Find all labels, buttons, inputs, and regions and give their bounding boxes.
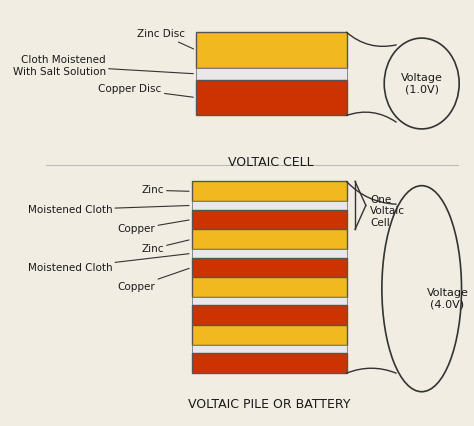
Text: Moistened Cloth: Moistened Cloth bbox=[27, 254, 189, 273]
Bar bbox=[196, 80, 346, 115]
Text: Voltage
(1.0V): Voltage (1.0V) bbox=[401, 73, 443, 94]
Bar bbox=[192, 345, 346, 354]
Text: Copper Disc: Copper Disc bbox=[99, 84, 193, 97]
Text: Moistened Cloth: Moistened Cloth bbox=[27, 204, 189, 215]
Text: Zinc Disc: Zinc Disc bbox=[137, 29, 193, 49]
Text: Cloth Moistened
With Salt Solution: Cloth Moistened With Salt Solution bbox=[13, 55, 193, 77]
Text: One
Voltaic
Cell: One Voltaic Cell bbox=[370, 195, 405, 228]
Bar bbox=[192, 181, 346, 201]
Bar bbox=[192, 201, 346, 210]
Text: Voltage
(4.0V): Voltage (4.0V) bbox=[427, 288, 468, 310]
Text: Copper: Copper bbox=[118, 220, 189, 234]
Bar bbox=[192, 210, 346, 229]
Bar bbox=[196, 32, 346, 68]
Bar bbox=[192, 297, 346, 305]
Bar bbox=[192, 325, 346, 345]
Bar bbox=[196, 68, 346, 80]
Bar bbox=[192, 249, 346, 258]
Bar bbox=[192, 277, 346, 297]
Text: Zinc: Zinc bbox=[141, 185, 189, 195]
Text: Copper: Copper bbox=[118, 268, 189, 291]
Bar bbox=[192, 354, 346, 373]
Bar bbox=[192, 229, 346, 249]
Text: Zinc: Zinc bbox=[141, 240, 189, 254]
Bar bbox=[192, 258, 346, 277]
Text: VOLTAIC CELL: VOLTAIC CELL bbox=[228, 156, 314, 169]
Bar bbox=[192, 305, 346, 325]
Text: VOLTAIC PILE OR BATTERY: VOLTAIC PILE OR BATTERY bbox=[188, 398, 350, 411]
